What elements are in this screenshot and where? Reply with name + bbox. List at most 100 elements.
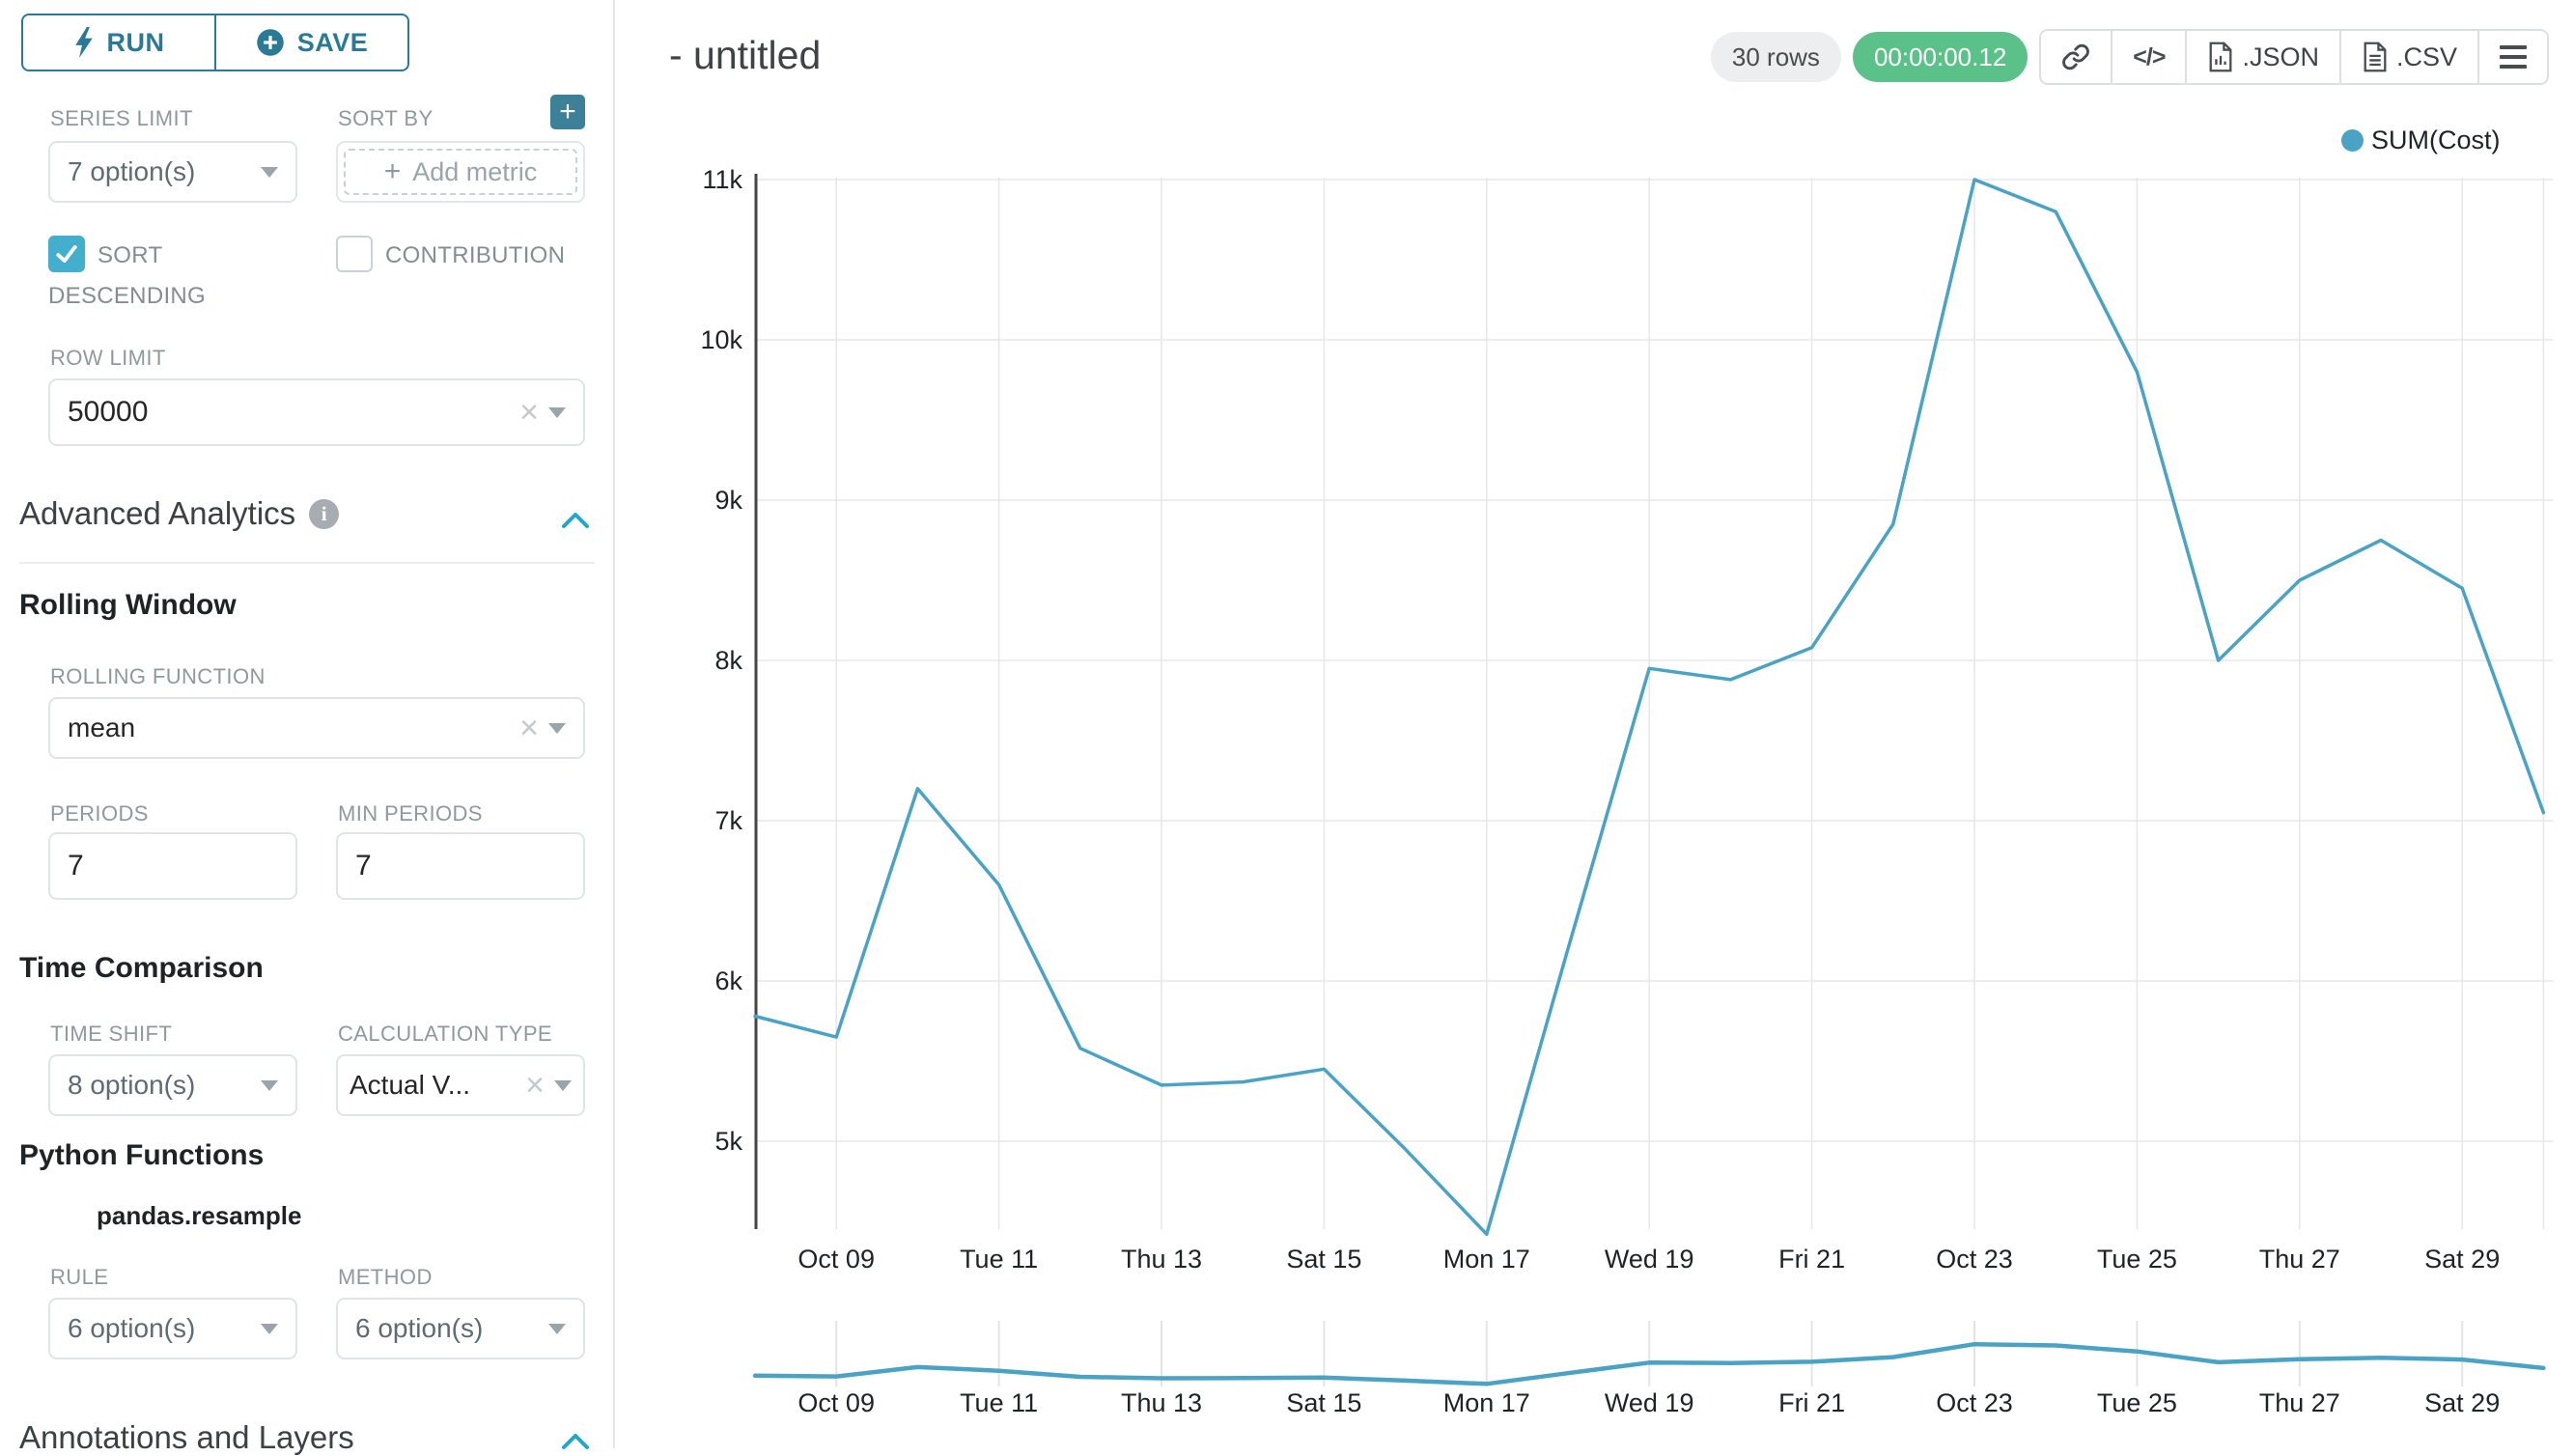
svg-text:Fri 21: Fri 21: [1778, 1245, 1845, 1274]
chart-header-toolbar: 30 rows 00:00:00.12 </> .JSON: [1710, 29, 2549, 85]
periods-value: 7: [68, 850, 84, 882]
svg-text:7k: 7k: [714, 806, 742, 835]
svg-text:9k: 9k: [714, 486, 742, 515]
chevron-down-icon: [548, 722, 566, 734]
svg-text:Tue 25: Tue 25: [2097, 1388, 2177, 1417]
pandas-resample-label: pandas.resample: [97, 1201, 302, 1230]
svg-text:Mon 17: Mon 17: [1443, 1245, 1530, 1274]
export-csv-label: .CSV: [2395, 42, 2457, 71]
chevron-down-icon: [261, 166, 278, 178]
svg-text:Sat 15: Sat 15: [1286, 1388, 1361, 1417]
svg-text:Mon 17: Mon 17: [1443, 1388, 1530, 1417]
plus-circle-icon: [256, 29, 284, 56]
add-metric-placeholder: Add metric: [412, 156, 538, 186]
series-limit-label: SERIES LIMIT: [50, 106, 193, 130]
advanced-analytics-title: Advanced Analytics: [19, 495, 296, 531]
svg-text:Wed 19: Wed 19: [1605, 1245, 1694, 1274]
plus-icon: +: [559, 96, 576, 127]
chart-menu-button[interactable]: [2477, 31, 2547, 83]
chevron-up-icon[interactable]: [560, 1431, 591, 1452]
info-icon[interactable]: i: [309, 498, 340, 529]
svg-text:11k: 11k: [702, 165, 742, 194]
rolling-function-select[interactable]: mean ×: [48, 697, 585, 759]
rolling-function-label: ROLLING FUNCTION: [50, 664, 266, 688]
clear-icon[interactable]: ×: [519, 710, 539, 746]
legend-series-label: SUM(Cost): [2371, 126, 2501, 154]
row-limit-select[interactable]: 50000 ×: [48, 378, 585, 446]
time-comparison-title: Time Comparison: [19, 952, 264, 984]
embed-code-button[interactable]: </>: [2111, 31, 2185, 83]
min-periods-input[interactable]: 7: [336, 832, 585, 900]
legend-dot-icon: [2341, 129, 2364, 152]
svg-text:Oct 23: Oct 23: [1936, 1388, 2013, 1417]
row-count-badge: 30 rows: [1710, 32, 1841, 82]
svg-text:Wed 19: Wed 19: [1605, 1388, 1694, 1417]
link-icon: [2062, 43, 2090, 70]
svg-text:Thu 13: Thu 13: [1121, 1388, 1202, 1417]
rolling-function-value: mean: [68, 713, 136, 742]
svg-text:Tue 11: Tue 11: [960, 1388, 1038, 1417]
export-csv-button[interactable]: .CSV: [2338, 31, 2477, 83]
copy-link-button[interactable]: [2041, 31, 2111, 83]
periods-label: PERIODS: [50, 801, 149, 826]
advanced-analytics-header[interactable]: Advanced Analytics i: [19, 495, 340, 532]
min-periods-label: MIN PERIODS: [338, 801, 483, 826]
hamburger-menu-icon: [2500, 45, 2527, 69]
sort-descending-checkbox[interactable]: SORT DESCENDING: [48, 236, 232, 317]
sort-by-label: SORT BY: [338, 106, 434, 130]
svg-text:Oct 09: Oct 09: [797, 1245, 875, 1274]
method-label: METHOD: [338, 1265, 433, 1289]
export-json-button[interactable]: .JSON: [2185, 31, 2339, 83]
method-select[interactable]: 6 option(s): [336, 1298, 585, 1359]
save-button-label: SAVE: [296, 27, 369, 57]
clear-icon[interactable]: ×: [519, 394, 539, 431]
rule-select[interactable]: 6 option(s): [48, 1298, 297, 1359]
plus-icon: +: [383, 155, 402, 187]
chevron-down-icon: [261, 1079, 278, 1091]
run-button-label: RUN: [106, 27, 165, 57]
checkbox-unchecked-icon: [336, 236, 373, 272]
time-shift-value: 8 option(s): [68, 1070, 196, 1100]
chevron-up-icon[interactable]: [560, 510, 591, 531]
chevron-down-icon: [554, 1079, 572, 1091]
series-limit-select[interactable]: 7 option(s): [48, 141, 297, 203]
svg-text:Thu 13: Thu 13: [1121, 1245, 1202, 1274]
svg-text:6k: 6k: [714, 966, 742, 995]
svg-text:Sat 15: Sat 15: [1286, 1245, 1361, 1274]
chart-area: - untitled 30 rows 00:00:00.12 </> .JSON: [615, 0, 2574, 1448]
svg-text:Sat 29: Sat 29: [2424, 1388, 2500, 1417]
contribution-checkbox[interactable]: CONTRIBUTION: [336, 236, 606, 276]
python-functions-title: Python Functions: [19, 1139, 265, 1171]
svg-text:Tue 25: Tue 25: [2097, 1245, 2177, 1274]
svg-text:Thu 27: Thu 27: [2259, 1388, 2340, 1417]
rolling-window-title: Rolling Window: [19, 589, 237, 621]
sort-by-metric-box[interactable]: + Add metric: [336, 141, 585, 203]
file-csv-icon: [2364, 42, 2387, 72]
add-metric-dropzone[interactable]: + Add metric: [344, 149, 577, 195]
chart-title[interactable]: - untitled: [669, 33, 822, 77]
run-save-button-group: RUN SAVE: [21, 14, 409, 71]
add-sort-metric-button[interactable]: +: [550, 95, 585, 129]
clear-icon[interactable]: ×: [525, 1067, 545, 1104]
svg-text:Oct 09: Oct 09: [797, 1388, 875, 1417]
svg-text:Tue 11: Tue 11: [960, 1245, 1038, 1274]
annotations-layers-header[interactable]: Annotations and Layers: [19, 1419, 354, 1456]
chevron-down-icon: [261, 1323, 278, 1334]
run-button[interactable]: RUN: [23, 15, 214, 70]
svg-text:8k: 8k: [714, 646, 742, 675]
calculation-type-select[interactable]: Actual V... ×: [336, 1054, 585, 1116]
svg-text:10k: 10k: [700, 325, 742, 354]
periods-input[interactable]: 7: [48, 832, 297, 900]
save-button[interactable]: SAVE: [214, 15, 407, 70]
checkbox-checked-icon: [48, 236, 85, 272]
query-timer-badge: 00:00:00.12: [1852, 32, 2028, 82]
section-divider: [19, 562, 595, 564]
time-shift-label: TIME SHIFT: [50, 1022, 173, 1046]
svg-text:Oct 23: Oct 23: [1936, 1245, 2013, 1274]
export-button-group: </> .JSON .CSV: [2039, 29, 2549, 85]
rule-label: RULE: [50, 1265, 109, 1289]
time-shift-select[interactable]: 8 option(s): [48, 1054, 297, 1116]
sort-descending-label: SORT DESCENDING: [48, 242, 207, 309]
timeseries-line-chart[interactable]: 11k 10k 9k 8k 7k 6k 5k Oct 09 Tue 11 Thu 13 Sat 15…: [615, 0, 2574, 1448]
chart-legend[interactable]: SUM(Cost): [2341, 126, 2501, 155]
